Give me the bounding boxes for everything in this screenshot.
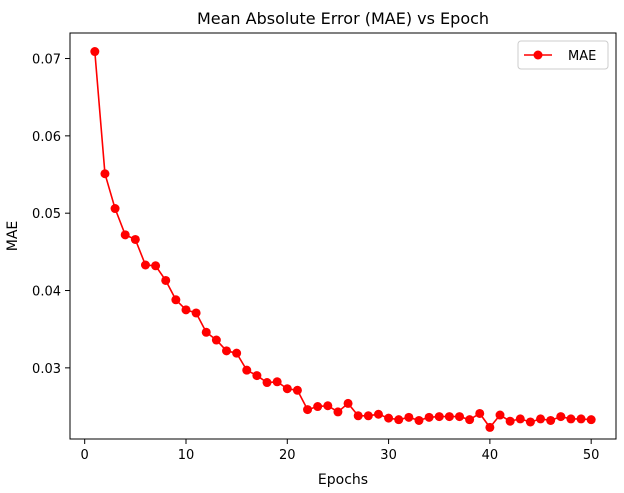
data-point <box>313 402 323 412</box>
data-point <box>465 415 475 425</box>
data-point <box>444 412 454 422</box>
y-tick-label: 0.05 <box>32 207 61 222</box>
chart-title: Mean Absolute Error (MAE) vs Epoch <box>197 9 489 28</box>
data-point <box>140 260 150 270</box>
data-point <box>434 412 444 422</box>
data-point <box>404 412 414 422</box>
data-point <box>262 378 272 388</box>
data-point <box>566 414 576 424</box>
legend-box <box>517 40 609 70</box>
legend-marker <box>533 50 543 60</box>
y-axis-label: MAE <box>5 221 21 252</box>
data-point <box>475 408 485 418</box>
y-tick-label: 0.03 <box>32 362 61 377</box>
data-point <box>272 377 282 387</box>
data-point <box>333 407 343 417</box>
x-axis: 0 10 20 30 40 50 <box>81 439 600 463</box>
data-point <box>323 401 333 411</box>
data-point <box>100 169 110 179</box>
data-point <box>120 230 130 240</box>
y-tick-label: 0.07 <box>32 53 61 68</box>
data-point <box>515 414 525 424</box>
data-point <box>181 305 191 315</box>
data-point <box>505 416 515 426</box>
plot-area <box>69 32 617 440</box>
y-tick-label: 0.06 <box>32 130 61 145</box>
data-point <box>414 415 424 425</box>
data-point <box>222 346 232 356</box>
data-point <box>343 398 353 408</box>
data-point <box>454 412 464 422</box>
data-point <box>525 417 535 427</box>
data-point <box>252 371 262 381</box>
data-point <box>363 411 373 421</box>
legend-label-mae: MAE <box>568 49 596 64</box>
x-tick-label: 20 <box>279 448 296 463</box>
data-point <box>384 413 394 423</box>
x-axis-label: Epochs <box>318 472 368 488</box>
data-point <box>90 47 100 57</box>
data-point <box>353 411 363 421</box>
x-tick-label: 30 <box>380 448 397 463</box>
data-point <box>282 384 292 394</box>
data-point <box>485 422 495 432</box>
x-tick-label: 50 <box>583 448 600 463</box>
data-point <box>201 327 211 337</box>
y-axis: 0.03 0.04 0.05 0.06 0.07 <box>32 53 70 377</box>
data-point <box>536 414 546 424</box>
data-point <box>424 412 434 422</box>
data-point <box>161 275 171 285</box>
data-point <box>303 405 313 415</box>
data-point <box>130 234 140 244</box>
data-point <box>556 412 566 422</box>
x-tick-label: 40 <box>482 448 499 463</box>
data-point <box>495 410 505 420</box>
data-point <box>151 261 161 271</box>
data-point <box>292 385 302 395</box>
x-tick-label: 0 <box>81 448 89 463</box>
x-tick-label: 10 <box>178 448 195 463</box>
data-point <box>546 415 556 425</box>
data-point <box>576 414 586 424</box>
y-tick-label: 0.04 <box>32 285 61 300</box>
data-point <box>586 415 596 425</box>
legend: MAE <box>517 40 609 70</box>
data-point <box>232 348 242 358</box>
data-point <box>394 415 404 425</box>
data-point <box>171 295 181 305</box>
series-mae <box>90 47 596 432</box>
data-point <box>242 365 252 375</box>
data-point <box>211 335 221 345</box>
data-point <box>110 204 120 214</box>
data-point <box>191 308 201 318</box>
data-point <box>373 409 383 419</box>
